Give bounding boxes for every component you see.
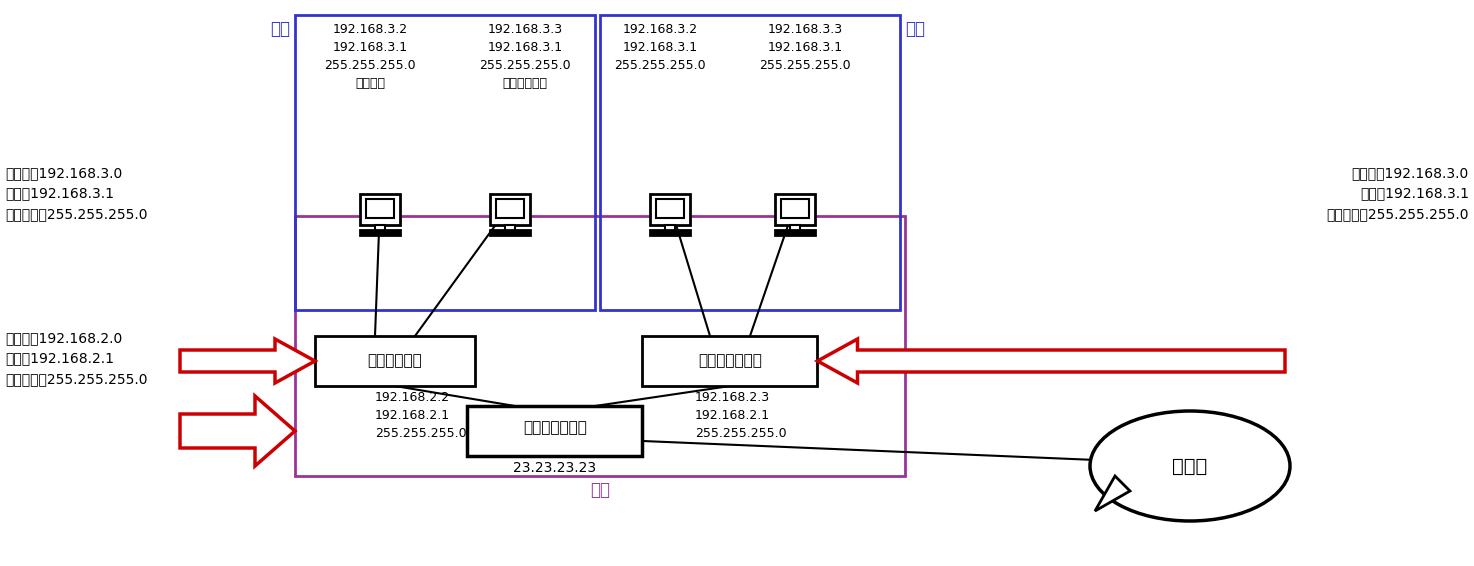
Text: 网络号：192.168.2.0
网关：192.168.2.1
子网掩码：255.255.255.0: 网络号：192.168.2.0 网关：192.168.2.1 子网掩码：255.… [4,331,147,386]
Text: 我家的路由器: 我家的路由器 [367,354,423,368]
Bar [600,15,901,310]
Text: 192.168.3.3
192.168.3.1
255.255.255.0: 192.168.3.3 192.168.3.1 255.255.255.0 [759,23,850,72]
Text: 192.168.2.3
192.168.2.1
255.255.255.0: 192.168.2.3 192.168.2.1 255.255.255.0 [696,391,787,440]
Text: 网络号：192.168.3.0
网关：192.168.3.1
子网掩码：255.255.255.0: 网络号：192.168.3.0 网关：192.168.3.1 子网掩码：255.… [1327,166,1470,221]
Text: 192.168.3.2
192.168.3.1
255.255.255.0
我的主机: 192.168.3.2 192.168.3.1 255.255.255.0 我的… [324,23,416,90]
Bar [295,15,595,310]
Text: 192.168.3.3
192.168.3.1
255.255.255.0
女朋友的主机: 192.168.3.3 192.168.3.1 255.255.255.0 女朋… [479,23,570,90]
Bar [781,199,809,218]
Text: 192.168.2.2
192.168.2.1
255.255.255.0: 192.168.2.2 192.168.2.1 255.255.255.0 [374,391,467,440]
Text: 23.23.23.23: 23.23.23.23 [513,461,597,475]
Bar [361,230,399,235]
Polygon shape [180,339,315,383]
Bar [491,230,529,235]
Text: 192.168.3.2
192.168.3.1
255.255.255.0: 192.168.3.2 192.168.3.1 255.255.255.0 [615,23,706,72]
Bar [506,225,514,231]
Text: 别人家的路由器: 别人家的路由器 [699,354,762,368]
Text: 运行商的路由器: 运行商的路由器 [523,421,587,435]
Bar [790,225,800,231]
Bar [775,230,815,235]
Bar [366,199,394,218]
Bar [315,336,475,386]
Text: 私网: 私网 [905,20,926,38]
Text: 私网: 私网 [270,20,290,38]
Bar [656,199,684,218]
Bar [650,194,690,225]
Bar [665,225,675,231]
Bar [491,194,529,225]
Bar [295,216,905,476]
Text: 私网: 私网 [590,481,610,499]
Ellipse shape [1089,411,1290,521]
Polygon shape [180,396,295,466]
Polygon shape [818,339,1285,383]
Bar [374,225,385,231]
Polygon shape [1095,476,1131,511]
Bar [495,199,525,218]
Bar [361,194,399,225]
Bar [643,336,818,386]
Text: 互联网: 互联网 [1172,457,1207,475]
Bar [650,230,690,235]
Bar [467,406,643,456]
Text: 网络号：192.168.3.0
网关：192.168.3.1
子网掩码：255.255.255.0: 网络号：192.168.3.0 网关：192.168.3.1 子网掩码：255.… [4,166,147,221]
Bar [775,194,815,225]
